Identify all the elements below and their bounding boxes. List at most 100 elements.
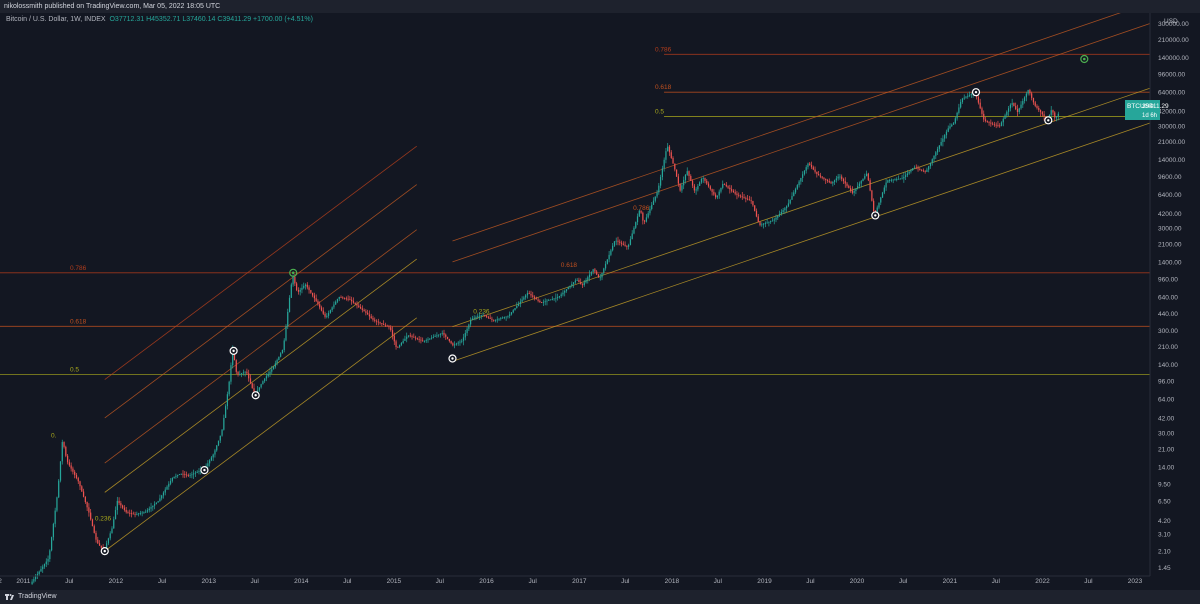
- candle-body: [487, 316, 490, 318]
- candle-body: [809, 163, 811, 165]
- legend-symbol: Bitcoin / U.S. Dollar, 1W, INDEX: [6, 16, 106, 23]
- price-tick-label: 2100.00: [1158, 242, 1182, 249]
- candle-body: [471, 318, 474, 321]
- candle-body: [338, 297, 340, 299]
- candle-body: [1007, 108, 1010, 112]
- candle-body: [66, 455, 69, 463]
- candle-body: [585, 279, 587, 283]
- candle-body: [436, 335, 438, 337]
- candle-body: [846, 183, 848, 186]
- candle-body: [581, 284, 584, 286]
- candle-body: [411, 336, 413, 337]
- candle-body: [952, 123, 955, 125]
- candle-body: [198, 471, 200, 472]
- candle-body: [736, 193, 738, 195]
- candle-body: [214, 450, 216, 455]
- candle-body: [386, 325, 388, 327]
- candle-body: [594, 269, 596, 272]
- candle-body: [111, 528, 113, 534]
- candle-body: [324, 313, 326, 317]
- time-tick-label: Jul: [528, 578, 537, 585]
- candle-body: [606, 259, 608, 264]
- price-tick-label: 30000.00: [1158, 123, 1185, 130]
- candle-body: [968, 94, 971, 96]
- candle-body: [253, 388, 255, 394]
- time-tick-label: Jul: [436, 578, 445, 585]
- candle-body: [406, 336, 408, 339]
- candle-body: [805, 167, 807, 171]
- candle-body: [851, 190, 853, 193]
- candle-body: [164, 489, 166, 493]
- candle-body: [493, 319, 495, 321]
- candle-body: [904, 175, 907, 177]
- candle-body: [61, 442, 63, 462]
- candle-body: [423, 340, 426, 342]
- candle-body: [258, 387, 260, 391]
- candle-body: [40, 569, 42, 572]
- candle-body: [924, 171, 926, 172]
- candle-body: [113, 519, 115, 529]
- candle-body: [35, 576, 37, 580]
- candle-body: [484, 314, 486, 316]
- candle-body: [659, 177, 662, 186]
- candle-body: [674, 163, 676, 170]
- candle-body: [516, 305, 518, 309]
- candle-body: [922, 170, 924, 172]
- candle-body: [505, 316, 507, 318]
- candle-body: [345, 298, 347, 300]
- candle-body: [672, 157, 674, 164]
- candle-body: [228, 381, 230, 395]
- candle-body: [842, 178, 845, 182]
- price-candles: [31, 88, 1059, 585]
- candle-body: [432, 336, 434, 338]
- candle-body: [981, 108, 983, 114]
- candle-body: [572, 282, 575, 285]
- candle-body: [501, 317, 504, 319]
- candle-body: [319, 304, 321, 308]
- candle-body: [210, 457, 213, 461]
- candle-body: [695, 189, 697, 191]
- candle-body: [849, 188, 852, 191]
- candle-body: [283, 340, 285, 351]
- candle-body: [1032, 97, 1035, 103]
- candle-body: [620, 242, 623, 244]
- candle-body: [68, 462, 70, 466]
- candle-body: [892, 179, 894, 181]
- time-tick-label: Jul: [992, 578, 1001, 585]
- candle-body: [839, 176, 841, 178]
- candle-body: [828, 181, 830, 183]
- time-tick-label: Jul: [65, 578, 74, 585]
- candle-body: [894, 179, 896, 181]
- legend-close: C39411.29: [217, 16, 252, 23]
- candle-body: [723, 184, 726, 185]
- candle-body: [414, 337, 417, 339]
- time-axis[interactable]: 2 2011 Jul 2012 Jul 2013 Jul 2014 Jul 2015 Jul 2016…: [0, 575, 1150, 585]
- candle-body: [303, 285, 305, 288]
- candle-body: [848, 185, 850, 189]
- candle-body: [237, 371, 239, 375]
- candle-body: [881, 192, 884, 198]
- fib-level-label: 0.5: [70, 366, 79, 373]
- candle-body: [977, 97, 980, 103]
- candle-body: [628, 244, 630, 247]
- candle-body: [532, 295, 534, 297]
- candle-body: [885, 182, 887, 188]
- candle-body: [569, 285, 571, 288]
- candle-body: [928, 166, 930, 170]
- candle-body: [945, 131, 948, 136]
- candle-body: [503, 317, 505, 318]
- price-axis[interactable]: 300000.00 210000.00 140000.00 96000.00 64000…: [1149, 13, 1189, 576]
- legend-open: O37712.31: [109, 16, 145, 23]
- candle-body: [562, 292, 564, 295]
- candle-body: [191, 474, 193, 476]
- candle-body: [271, 369, 273, 372]
- candle-body: [626, 245, 628, 247]
- candle-body: [146, 510, 149, 512]
- candle-body: [521, 299, 523, 302]
- candle-body: [77, 478, 79, 482]
- candle-body: [663, 159, 665, 169]
- candle-body: [757, 216, 759, 223]
- candle-body: [738, 194, 740, 196]
- candle-body: [564, 290, 566, 293]
